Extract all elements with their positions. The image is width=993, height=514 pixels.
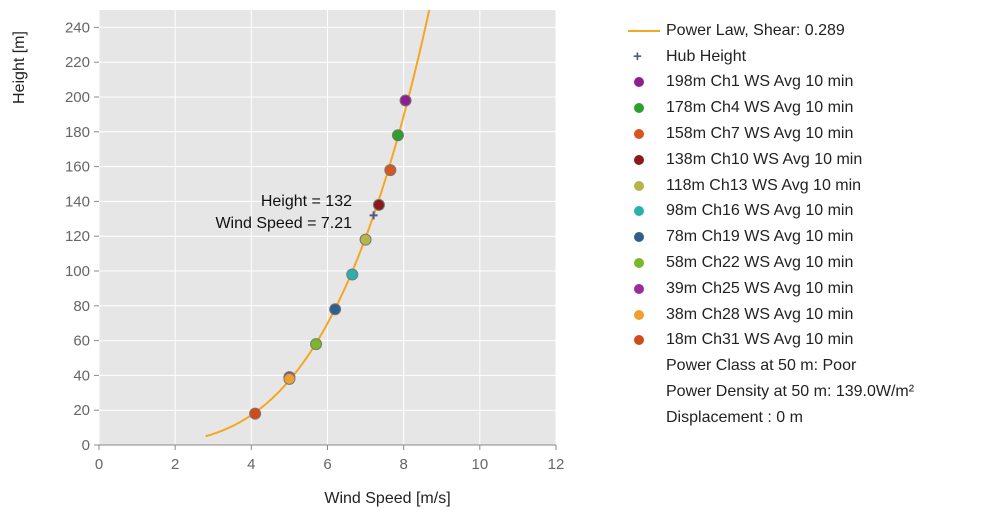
- x-tick-label: 6: [323, 456, 331, 473]
- legend-item-series[interactable]: 39m Ch25 WS Avg 10 min: [628, 276, 914, 302]
- y-tick-label: 200: [65, 89, 90, 106]
- points-layer: [249, 94, 412, 420]
- legend-note: Power Class at 50 m: Poor: [666, 357, 857, 375]
- legend-label: 158m Ch7 WS Avg 10 min: [666, 125, 854, 143]
- legend-label: Power Law, Shear: 0.289: [666, 21, 845, 39]
- y-tick-label: 180: [65, 124, 90, 141]
- circle-marker-icon: [628, 305, 662, 325]
- line-swatch-icon: [628, 21, 662, 41]
- x-tick-label: 10: [471, 456, 488, 473]
- axes: 0 2 4 6 8 10 120204060801001201401601802002202…: [65, 19, 564, 473]
- circle-marker-icon: [628, 176, 662, 196]
- circle-marker-icon: [628, 253, 662, 273]
- circle-marker-icon: [628, 124, 662, 144]
- data-point[interactable]: [372, 198, 385, 211]
- legend-label: 78m Ch19 WS Avg 10 min: [666, 228, 854, 246]
- data-point[interactable]: [310, 338, 323, 351]
- y-tick-label: 220: [65, 54, 90, 71]
- legend-item-series[interactable]: 18m Ch31 WS Avg 10 min: [628, 328, 914, 354]
- x-tick-label: 4: [247, 456, 255, 473]
- data-point[interactable]: [359, 233, 372, 246]
- x-tick-label: 2: [171, 456, 179, 473]
- annotation-height: Height = 132: [261, 193, 352, 210]
- y-axis-title: Height [m]: [11, 31, 28, 104]
- y-tick-label: 120: [65, 228, 90, 245]
- legend-note: Power Density at 50 m: 139.0W/m²: [666, 383, 915, 401]
- y-tick-label: 0: [82, 437, 90, 454]
- y-tick-label: 60: [73, 333, 90, 350]
- x-axis-title: Wind Speed [m/s]: [324, 490, 450, 507]
- plus-marker-icon: +: [633, 47, 642, 65]
- hub-height-marker[interactable]: [369, 211, 378, 220]
- circle-marker-icon: [628, 279, 662, 299]
- legend-item-hub-height[interactable]: + Hub Height: [628, 44, 914, 70]
- x-tick-label: 0: [95, 456, 103, 473]
- legend-item-series[interactable]: 198m Ch1 WS Avg 10 min: [628, 70, 914, 96]
- legend-item-series[interactable]: 138m Ch10 WS Avg 10 min: [628, 147, 914, 173]
- legend-item-series[interactable]: 58m Ch22 WS Avg 10 min: [628, 250, 914, 276]
- data-point[interactable]: [249, 407, 262, 420]
- legend-item-series[interactable]: 98m Ch16 WS Avg 10 min: [628, 199, 914, 225]
- legend-label: 138m Ch10 WS Avg 10 min: [666, 150, 863, 168]
- x-tick-label: 8: [399, 456, 407, 473]
- legend-item-series[interactable]: 38m Ch28 WS Avg 10 min: [628, 302, 914, 328]
- circle-marker-icon: [628, 72, 662, 92]
- data-point[interactable]: [391, 129, 404, 142]
- legend-label: 39m Ch25 WS Avg 10 min: [666, 279, 854, 297]
- legend-item-series[interactable]: 78m Ch19 WS Avg 10 min: [628, 224, 914, 250]
- legend-label: 38m Ch28 WS Avg 10 min: [666, 305, 854, 323]
- legend-label: Hub Height: [666, 47, 747, 65]
- circle-marker-icon: [628, 330, 662, 350]
- legend-note: Displacement : 0 m: [666, 408, 803, 426]
- legend: Power Law, Shear: 0.289 + Hub Height 198…: [628, 18, 914, 431]
- y-tick-label: 160: [65, 159, 90, 176]
- x-tick-label: 12: [548, 456, 565, 473]
- circle-marker-icon: [628, 150, 662, 170]
- legend-label: 98m Ch16 WS Avg 10 min: [666, 202, 854, 220]
- legend-label: 198m Ch1 WS Avg 10 min: [666, 73, 854, 91]
- y-tick-label: 20: [73, 402, 90, 419]
- y-tick-label: 240: [65, 19, 90, 36]
- circle-marker-icon: [628, 227, 662, 247]
- data-point[interactable]: [346, 268, 359, 281]
- annotation-wind-speed: Wind Speed = 7.21: [215, 215, 352, 232]
- data-point[interactable]: [384, 164, 397, 177]
- legend-item-power-law[interactable]: Power Law, Shear: 0.289: [628, 18, 914, 44]
- y-tick-label: 80: [73, 298, 90, 315]
- legend-label: 178m Ch4 WS Avg 10 min: [666, 99, 854, 117]
- y-tick-label: 140: [65, 193, 90, 210]
- data-point[interactable]: [399, 94, 412, 107]
- legend-item-series[interactable]: 178m Ch4 WS Avg 10 min: [628, 95, 914, 121]
- y-tick-label: 40: [73, 367, 90, 384]
- legend-label: 118m Ch13 WS Avg 10 min: [666, 176, 862, 194]
- legend-label: 58m Ch22 WS Avg 10 min: [666, 254, 854, 272]
- legend-item-series[interactable]: 118m Ch13 WS Avg 10 min: [628, 173, 914, 199]
- circle-marker-icon: [628, 201, 662, 221]
- y-tick-label: 100: [65, 263, 90, 280]
- legend-label: 18m Ch31 WS Avg 10 min: [666, 331, 854, 349]
- power-law-curve: [205, 10, 431, 438]
- legend-item-series[interactable]: 158m Ch7 WS Avg 10 min: [628, 121, 914, 147]
- curve-layer: [205, 10, 431, 438]
- circle-marker-icon: [628, 98, 662, 118]
- data-point[interactable]: [329, 303, 342, 316]
- data-point[interactable]: [283, 372, 296, 385]
